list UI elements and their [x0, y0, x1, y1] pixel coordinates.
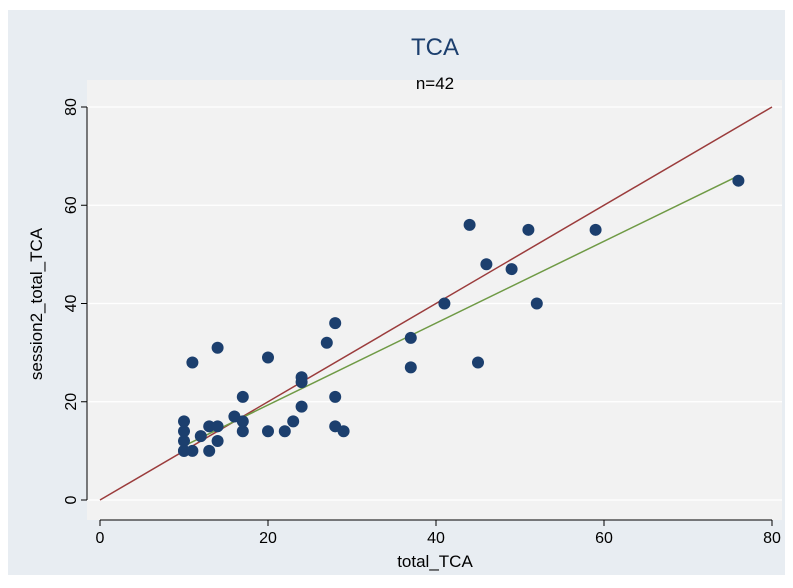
x-tick-label-60: 60: [595, 530, 613, 547]
data-point: [186, 356, 199, 369]
data-point: [295, 371, 308, 384]
data-point: [287, 415, 300, 428]
data-point: [211, 341, 224, 354]
x-tick-label-80: 80: [763, 530, 781, 547]
x-tick-label-40: 40: [427, 530, 445, 547]
data-point: [186, 444, 199, 457]
data-point: [329, 390, 342, 403]
data-point: [522, 223, 535, 236]
data-point: [178, 415, 190, 428]
fit-line: [183, 175, 739, 447]
y-tick-label-40: 40: [63, 295, 80, 313]
y-tick-label-60: 60: [63, 196, 80, 214]
data-point: [236, 425, 249, 438]
data-point: [211, 435, 224, 448]
data-point: [178, 435, 190, 448]
y-tick-label-0: 0: [63, 495, 80, 504]
x-tick-label-0: 0: [96, 530, 105, 547]
data-point: [337, 425, 350, 438]
data-point: [530, 297, 543, 310]
data-point: [329, 317, 342, 330]
data-point: [236, 415, 249, 428]
chart-title: TCA: [411, 34, 459, 61]
data-point: [404, 361, 417, 374]
data-points: [178, 174, 745, 457]
data-point: [203, 444, 216, 457]
data-point: [178, 425, 190, 438]
chart-subtitle: n=42: [416, 74, 454, 93]
data-point: [278, 425, 291, 438]
data-point: [404, 331, 417, 344]
x-tick-label-20: 20: [259, 530, 277, 547]
reference-line: [99, 106, 773, 501]
data-point: [203, 420, 216, 433]
gridlines: [87, 106, 782, 501]
data-point: [262, 351, 274, 364]
data-point: [194, 430, 207, 443]
data-point: [295, 400, 308, 413]
y-tick-label-80: 80: [63, 98, 80, 116]
plot-area: [87, 80, 782, 520]
data-point: [236, 390, 249, 403]
data-point: [178, 444, 190, 457]
y-tick-label-20: 20: [63, 393, 80, 411]
data-point: [472, 356, 484, 369]
data-point: [589, 223, 602, 236]
data-point: [438, 297, 451, 310]
data-point: [480, 258, 493, 271]
data-point: [463, 218, 476, 231]
data-point: [262, 425, 274, 438]
y-axis-label: session2_total_TCA: [27, 227, 46, 380]
x-axis-label: total_TCA: [397, 552, 473, 571]
axes: 0 20 40 60 80 0 20 40 60 80: [63, 98, 781, 547]
data-point: [320, 336, 333, 349]
data-point: [732, 174, 745, 187]
lines: [99, 106, 773, 501]
data-point: [505, 263, 518, 276]
data-point: [211, 420, 224, 433]
